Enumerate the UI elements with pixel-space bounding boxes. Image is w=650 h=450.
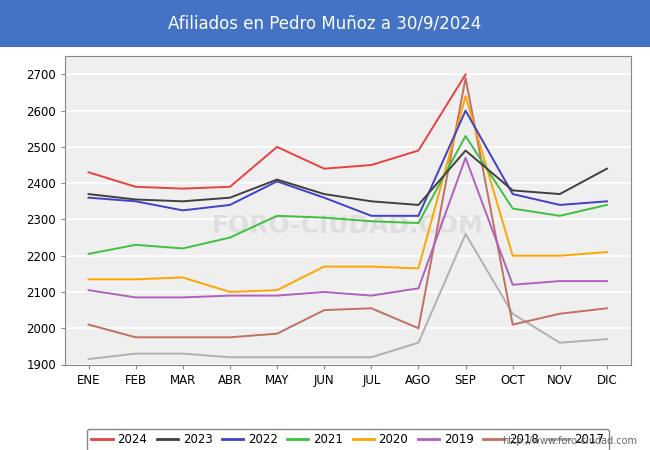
Text: Afiliados en Pedro Muñoz a 30/9/2024: Afiliados en Pedro Muñoz a 30/9/2024 <box>168 14 482 33</box>
Text: http://www.foro-ciudad.com: http://www.foro-ciudad.com <box>502 436 637 446</box>
Legend: 2024, 2023, 2022, 2021, 2020, 2019, 2018, 2017: 2024, 2023, 2022, 2021, 2020, 2019, 2018… <box>86 429 609 450</box>
Text: FORO-CIUDAD.COM: FORO-CIUDAD.COM <box>212 214 484 238</box>
